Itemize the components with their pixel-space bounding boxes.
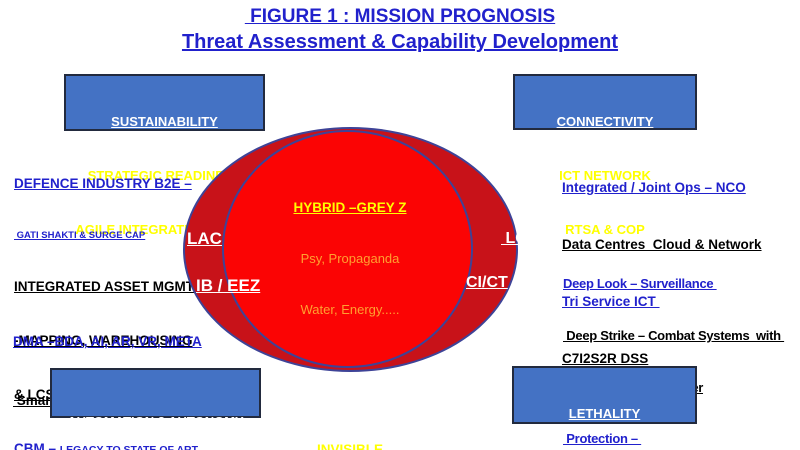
defence-line-gati-shakti: GATI SHAKTI & SURGE CAP xyxy=(14,230,146,241)
defence-line-mapping: -MAPPING, WAREHOUSING xyxy=(14,333,193,348)
hybrid-group: HYBRID –GREY Z Psy, Propaganda Water, En… xyxy=(235,165,465,352)
threat-spectrum-text: HYBRID –GREY Z Psy, Propaganda Water, En… xyxy=(235,131,465,450)
hybrid-line-2: Water, Energy..... xyxy=(300,302,400,317)
combat-line-deep-strike: Deep Strike – Combat Systems with xyxy=(563,328,785,344)
cbm-prefix: CBM – xyxy=(14,441,60,450)
connectivity-line-2: RTSA & COP xyxy=(565,222,645,237)
network-line-tri-service: Tri Service ICT xyxy=(562,294,660,309)
figure-subtitle: Threat Assessment & Capability Developme… xyxy=(0,31,800,54)
figure-title: FIGURE 1 : MISSION PROGNOSIS xyxy=(0,6,800,28)
lethality-box: LETHALITY INFO, STEALTH & FIREPOWER xyxy=(512,366,697,424)
network-line-dss: C7I2S2R DSS xyxy=(562,351,649,366)
connectivity-box: CONNECTIVITY ICT NETWORK RTSA & COP xyxy=(513,74,697,237)
automation-header: AUTOMATION 2 AUTONOMY xyxy=(67,414,244,429)
lethality-header: LETHALITY xyxy=(568,406,641,421)
label-ib-eez: IB / EEZ xyxy=(196,276,261,295)
label-lac: LAC xyxy=(187,229,222,248)
invisible-header: INVISIBLE xyxy=(316,442,383,450)
combat-line-protection: Protection – xyxy=(563,431,642,447)
hybrid-line-1: Psy, Propaganda xyxy=(300,251,400,266)
connectivity-header: CONNECTIVITY xyxy=(556,114,654,129)
defence-line-cbm: CBM – LEGACY TO STATE OF ART xyxy=(14,440,198,450)
threat-ellipse-inner xyxy=(222,130,473,368)
defence-line-b2e: DEFENCE INDUSTRY B2E – xyxy=(14,176,192,191)
defence-line-asset-mgmt: INTEGRATED ASSET MGMT xyxy=(14,279,198,294)
dma-line-main: DMA –BDA, AI, AR, VR, META xyxy=(13,334,202,349)
network-line-data-centres: Data Centres Cloud & Network xyxy=(562,237,762,252)
network-line-joint-ops: Integrated / Joint Ops – NCO xyxy=(562,180,746,195)
figure-subtitle-text: Threat Assessment & Capability Developme… xyxy=(181,31,619,53)
cbm-rest: LEGACY TO STATE OF ART xyxy=(59,444,199,450)
sustainability-header: SUSTAINABILITY xyxy=(111,114,218,129)
connectivity-line-1: ICT NETWORK xyxy=(559,168,651,183)
automation-box: AUTOMATION 2 AUTONOMY UAS - SEMICON & SO… xyxy=(50,368,261,429)
label-ci-ct: CI/CT xyxy=(466,274,508,291)
combat-line-deep-look: Deep Look – Surveillance xyxy=(563,276,717,292)
sustainability-box: SUSTAINABILITY STRATEGIC READINESS AGILE… xyxy=(64,74,265,237)
invisible-group: INVISIBLE Space,Cyber, EW, Information xyxy=(235,407,465,450)
figure-title-text: FIGURE 1 : MISSION PROGNOSIS xyxy=(244,6,556,27)
label-lc: LC xyxy=(501,230,527,247)
defence-industry-block: DEFENCE INDUSTRY B2E – GATI SHAKTI & SUR… xyxy=(14,139,198,450)
hybrid-header: HYBRID –GREY Z xyxy=(293,200,407,215)
network-ops-block: Integrated / Joint Ops – NCO Data Centre… xyxy=(562,140,762,406)
